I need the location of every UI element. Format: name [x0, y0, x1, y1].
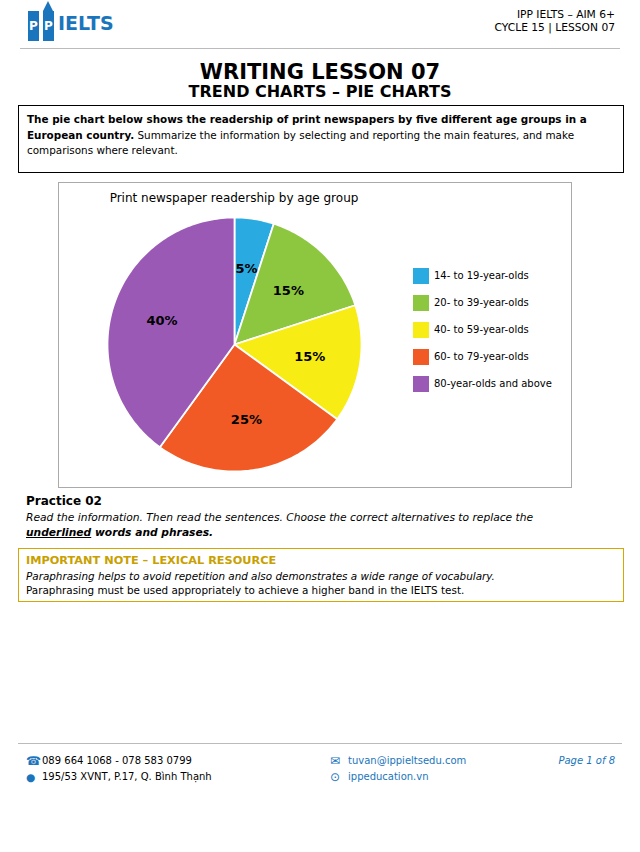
svg-text:5%: 5%	[235, 261, 257, 276]
html-text:WRITING LESSON 07: WRITING LESSON 07	[199, 60, 441, 84]
html-text:TREND CHARTS – PIE CHARTS: TREND CHARTS – PIE CHARTS	[188, 82, 452, 101]
svg-text:15%: 15%	[273, 283, 304, 298]
svg-text:40%: 40%	[146, 313, 177, 328]
svg-text:25%: 25%	[231, 412, 262, 427]
html-text:☎089 664 1068 - 078 583 0799: ☎089 664 1068 - 078 583 0799	[26, 754, 192, 768]
html-text:20- to 39-year-olds: 20- to 39-year-olds	[434, 297, 529, 308]
html-text:40- to 59-year-olds: 40- to 59-year-olds	[434, 324, 529, 335]
html-text:Paraphrasing must be used appr: Paraphrasing must be used appropriately …	[26, 584, 465, 596]
html-text:195/53 XVNT, P.17, Q. Bình Thạ: 195/53 XVNT, P.17, Q. Bình Thạnh	[42, 771, 212, 782]
svg-text:15%: 15%	[294, 349, 325, 364]
html-text:Read the information. Then rea: Read the information. Then read the sent…	[26, 511, 534, 524]
html-text:CYCLE 15 | LESSON 07: CYCLE 15 | LESSON 07	[494, 21, 615, 34]
html-text:Paraphrasing helps to avoid re: Paraphrasing helps to avoid repetition a…	[26, 570, 495, 582]
html-text:14- to 19-year-olds: 14- to 19-year-olds	[434, 270, 529, 281]
html-text:80-year-olds and above: 80-year-olds and above	[434, 378, 552, 389]
html-text:P IELTS: P IELTS	[44, 12, 114, 34]
html-text:60- to 79-year-olds: 60- to 79-year-olds	[434, 351, 529, 362]
html-text:ippeducation.vn: ippeducation.vn	[348, 771, 429, 782]
html-text:underlined words and phrases.: underlined words and phrases.	[26, 526, 214, 539]
html-text:Practice 02: Practice 02	[26, 494, 102, 508]
html-text:Page 1 of 8: Page 1 of 8	[558, 755, 615, 766]
html-text:tuvan@ippieltsedu.com: tuvan@ippieltsedu.com	[348, 755, 467, 766]
html-text:The pie chart below shows the: The pie chart below shows the readership…	[27, 113, 587, 157]
html-text:IMPORTANT NOTE – LEXICAL RESOU: IMPORTANT NOTE – LEXICAL RESOURCE	[26, 554, 277, 567]
html-text:Print newspaper readership by: Print newspaper readership by age group	[109, 191, 359, 205]
html-text:P: P	[29, 19, 38, 33]
html-text:IPP IELTS – AIM 6+: IPP IELTS – AIM 6+	[516, 8, 615, 21]
